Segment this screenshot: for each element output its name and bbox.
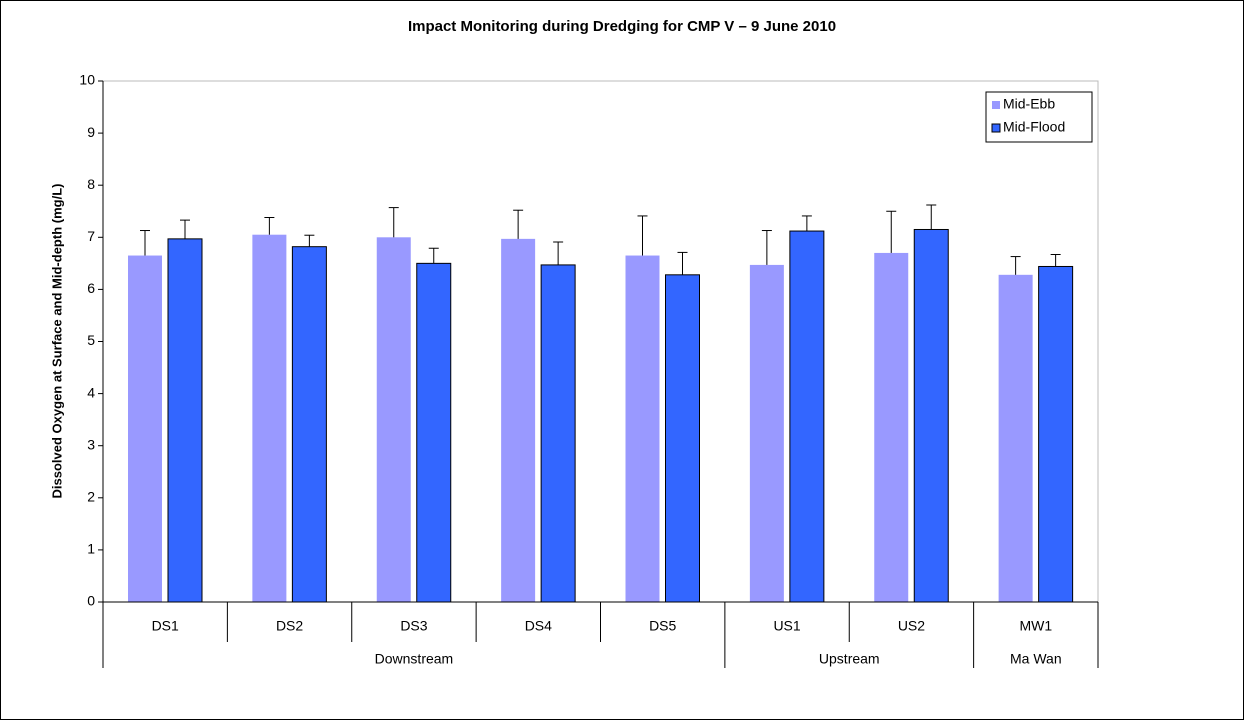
y-tick-label: 4 bbox=[87, 384, 95, 400]
bar bbox=[789, 230, 825, 603]
y-tick-label: 0 bbox=[87, 593, 95, 609]
bar bbox=[665, 274, 700, 603]
bar bbox=[128, 255, 162, 602]
chart-title: Impact Monitoring during Dredging for CM… bbox=[408, 18, 836, 35]
x-tick-label: DS4 bbox=[525, 618, 552, 634]
legend-box bbox=[985, 91, 1093, 143]
y-tick-label: 10 bbox=[79, 72, 95, 88]
bar bbox=[291, 246, 327, 603]
bar bbox=[874, 252, 909, 602]
legend-label: Mid-Ebb bbox=[1003, 96, 1055, 112]
bar bbox=[625, 255, 660, 602]
y-tick-label: 2 bbox=[87, 489, 95, 505]
bar bbox=[749, 264, 784, 602]
y-axis-title: Dissolved Oxygen at Surface and Mid-dept… bbox=[49, 184, 64, 499]
y-tick-label: 6 bbox=[87, 280, 95, 296]
x-tick-label: US2 bbox=[898, 618, 925, 634]
x-tick-label: DS5 bbox=[649, 618, 676, 634]
x-tick-label: US1 bbox=[773, 618, 800, 634]
y-tick-label: 7 bbox=[87, 228, 95, 244]
y-tick-label: 8 bbox=[87, 176, 95, 192]
x-tick-label: MW1 bbox=[1019, 618, 1052, 634]
bar bbox=[167, 238, 203, 603]
bar bbox=[416, 262, 452, 603]
legend-label: Mid-Flood bbox=[1003, 119, 1065, 135]
bar bbox=[540, 264, 576, 603]
bar bbox=[913, 228, 949, 603]
x-tick-label: DS2 bbox=[276, 618, 303, 634]
y-tick-label: 5 bbox=[87, 332, 95, 348]
bar bbox=[501, 238, 536, 602]
x-tick-label: DS3 bbox=[400, 618, 427, 634]
group-label: Downstream bbox=[375, 651, 454, 667]
bar bbox=[1038, 265, 1074, 603]
group-label: Ma Wan bbox=[1010, 651, 1062, 667]
y-tick-label: 3 bbox=[87, 436, 95, 452]
y-tick-label: 9 bbox=[87, 124, 95, 140]
bar bbox=[998, 274, 1033, 602]
legend-swatch bbox=[991, 123, 1001, 133]
legend-swatch bbox=[992, 101, 1000, 109]
group-label: Upstream bbox=[819, 651, 880, 667]
bar bbox=[376, 237, 411, 603]
y-tick-label: 1 bbox=[87, 541, 95, 557]
x-tick-label: DS1 bbox=[152, 618, 179, 634]
bar bbox=[252, 234, 287, 602]
